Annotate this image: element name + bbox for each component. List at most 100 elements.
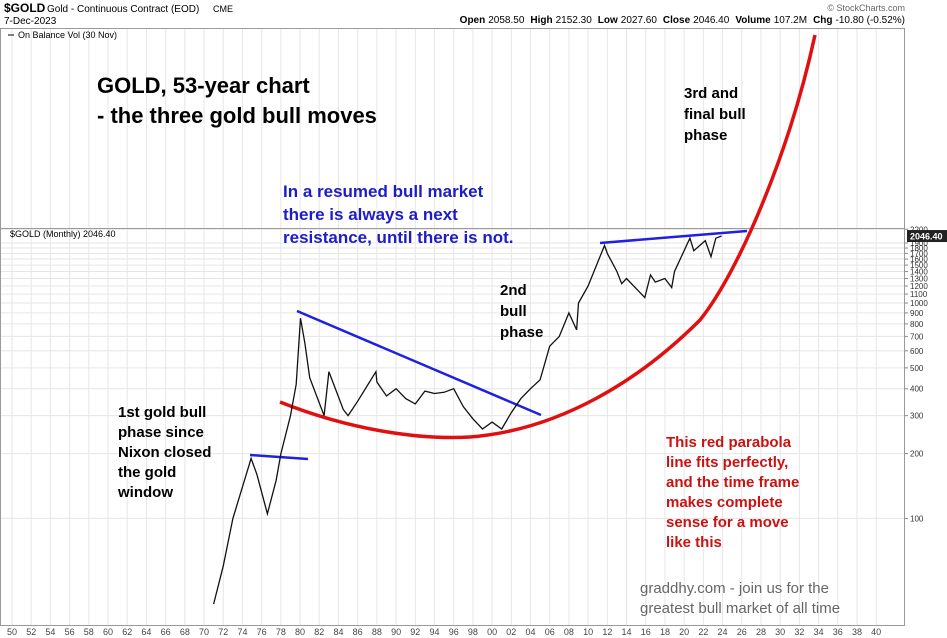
x-tick-label: 90: [391, 627, 401, 637]
last-price-label: 2046.40: [910, 232, 943, 242]
x-tick-label: 30: [775, 627, 785, 637]
annotation: phase: [684, 127, 727, 144]
quote: Open 2058.50 High 2152.30 Low 2027.60 Close 204…: [460, 15, 905, 26]
annotation: greatest bull market of all time: [640, 600, 840, 617]
annotation: In a resumed bull market: [283, 182, 484, 201]
x-tick-label: 92: [410, 627, 420, 637]
x-tick-label: 02: [506, 627, 516, 637]
x-tick-label: 26: [737, 627, 747, 637]
y-tick-label: 1400: [910, 268, 928, 277]
last-price-box: [907, 230, 947, 243]
y-tick-label: 700: [910, 332, 924, 341]
price-legend: $GOLD (Monthly) 2046.40: [10, 229, 116, 239]
annotation: final bull: [684, 106, 746, 123]
grid: [0, 28, 905, 625]
x-tick-label: 60: [103, 627, 113, 637]
annotation: resistance, until there is not.: [283, 228, 514, 247]
y-tick-label: 1200: [910, 282, 928, 291]
resistance-line: [296, 309, 542, 417]
x-tick-label: 62: [122, 627, 132, 637]
annotation: 2nd: [500, 282, 527, 299]
parabola: [279, 34, 817, 440]
annotation: the gold: [118, 464, 176, 481]
exchange: CME: [213, 4, 233, 14]
x-tick-label: 86: [353, 627, 363, 637]
x-tick-label: 98: [468, 627, 478, 637]
y-tick-label: 200: [910, 450, 924, 459]
x-tick-label: 40: [871, 627, 881, 637]
y-tick-label: 1500: [910, 261, 928, 270]
quote-label: Low: [598, 15, 618, 26]
annotation: graddhy.com - join us for the: [640, 580, 829, 597]
annotation: bull: [500, 303, 527, 320]
annotation: phase: [500, 324, 543, 341]
x-tick-label: 70: [199, 627, 209, 637]
resistance-line: [599, 229, 748, 245]
x-tick-label: 38: [852, 627, 862, 637]
annotation: 1st gold bull: [118, 404, 206, 421]
annotation: This red parabola: [666, 434, 792, 451]
x-tick-label: 12: [602, 627, 612, 637]
x-tick-label: 66: [161, 627, 171, 637]
x-tick-label: 24: [718, 627, 728, 637]
annotation: window: [117, 484, 173, 501]
quote-value: 2046.40: [693, 15, 730, 26]
subtitle: Gold - Continuous Contract (EOD): [47, 4, 199, 15]
annotation: like this: [666, 534, 722, 551]
symbol: $GOLD: [4, 1, 46, 15]
x-tick-label: 82: [314, 627, 324, 637]
quote-value: 2027.60: [621, 15, 658, 26]
quote-value: 107.2M: [774, 15, 807, 26]
y-tick-label: 1000: [910, 299, 928, 308]
price-line: [212, 235, 722, 605]
x-tick-label: 96: [449, 627, 459, 637]
x-tick-label: 06: [545, 627, 555, 637]
quote-value: -10.80 (-0.52%): [836, 15, 905, 26]
x-tick-label: 56: [65, 627, 75, 637]
quote-label: Close: [663, 15, 691, 26]
y-tick-label: 1700: [910, 249, 928, 258]
x-tick-label: 88: [372, 627, 382, 637]
x-tick-label: 20: [679, 627, 689, 637]
x-tick-label: 68: [180, 627, 190, 637]
annotation: sense for a move: [666, 514, 789, 531]
obv-label: On Balance Vol (30 Nov): [18, 30, 117, 40]
y-tick-label: 500: [910, 364, 924, 373]
x-tick-label: 80: [295, 627, 305, 637]
annotation: and the time frame: [666, 474, 799, 491]
x-tick-label: 76: [257, 627, 267, 637]
quote-label: Volume: [735, 15, 771, 26]
x-tick-label: 84: [333, 627, 343, 637]
x-tick-label: 94: [429, 627, 439, 637]
x-tick-label: 32: [794, 627, 804, 637]
annotation: GOLD, 53-year chart: [97, 73, 310, 98]
x-tick-label: 16: [641, 627, 651, 637]
y-tick-label: 300: [910, 412, 924, 421]
y-tick-label: 1100: [910, 290, 928, 299]
quote-label: Chg: [813, 15, 832, 26]
quote-value: 2058.50: [488, 15, 525, 26]
y-tick-label: 1300: [910, 274, 928, 283]
annotation: phase since: [118, 424, 204, 441]
annotation: - the three gold bull moves: [97, 103, 377, 128]
price-panel: [0, 228, 905, 626]
annotation: line fits perfectly,: [666, 454, 788, 471]
x-tick-label: 14: [622, 627, 632, 637]
x-tick-label: 04: [526, 627, 536, 637]
x-tick-label: 36: [833, 627, 843, 637]
x-tick-label: 10: [583, 627, 593, 637]
y-tick-label: 1600: [910, 255, 928, 264]
y-tick-label: 100: [910, 514, 924, 523]
x-tick-label: 34: [814, 627, 824, 637]
x-tick-label: 78: [276, 627, 286, 637]
y-tick-label: 800: [910, 320, 924, 329]
annotation: Nixon closed: [118, 444, 211, 461]
annotation: there is always a next: [283, 205, 458, 224]
x-tick-label: 00: [487, 627, 497, 637]
quote-label: Open: [460, 15, 486, 26]
y-tick-label: 1800: [910, 244, 928, 253]
y-tick-label: 400: [910, 385, 924, 394]
annotation: 3rd and: [684, 85, 738, 102]
quote-value: 2152.30: [556, 15, 593, 26]
